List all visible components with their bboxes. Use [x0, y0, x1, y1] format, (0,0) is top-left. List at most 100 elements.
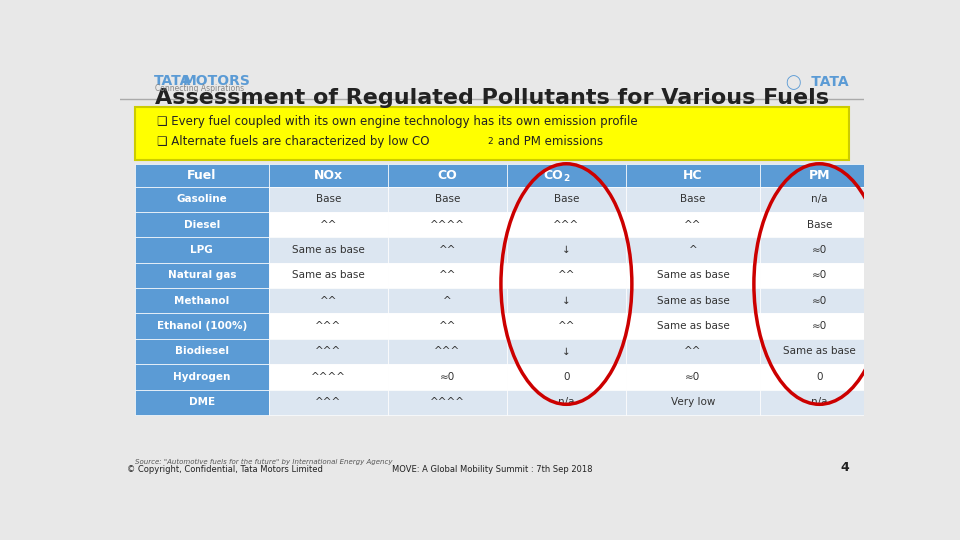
Text: 0: 0	[816, 372, 823, 382]
FancyBboxPatch shape	[269, 389, 388, 415]
Text: Gasoline: Gasoline	[177, 194, 228, 204]
FancyBboxPatch shape	[269, 288, 388, 313]
Text: ≈0: ≈0	[685, 372, 701, 382]
FancyBboxPatch shape	[134, 364, 269, 389]
FancyBboxPatch shape	[507, 164, 626, 187]
Text: ◯  TATA: ◯ TATA	[786, 75, 849, 90]
Text: ^^: ^^	[684, 347, 702, 356]
FancyBboxPatch shape	[269, 164, 388, 187]
FancyBboxPatch shape	[507, 187, 626, 212]
Text: ^^^: ^^^	[434, 347, 461, 356]
FancyBboxPatch shape	[626, 364, 760, 389]
Text: 2: 2	[488, 137, 493, 146]
Text: Same as base: Same as base	[657, 296, 730, 306]
Text: ≈0: ≈0	[812, 296, 827, 306]
FancyBboxPatch shape	[388, 339, 507, 364]
FancyBboxPatch shape	[134, 288, 269, 313]
Text: ^^: ^^	[320, 296, 337, 306]
FancyBboxPatch shape	[388, 389, 507, 415]
Text: ≈0: ≈0	[812, 271, 827, 280]
FancyBboxPatch shape	[760, 263, 879, 288]
Text: Base: Base	[806, 220, 832, 229]
Text: ≈0: ≈0	[812, 245, 827, 255]
Text: Base: Base	[435, 194, 460, 204]
Text: Very low: Very low	[671, 397, 715, 407]
Text: Same as base: Same as base	[657, 271, 730, 280]
Text: ≈0: ≈0	[440, 372, 455, 382]
FancyBboxPatch shape	[507, 212, 626, 238]
FancyBboxPatch shape	[269, 187, 388, 212]
Text: Assessment of Regulated Pollutants for Various Fuels: Assessment of Regulated Pollutants for V…	[155, 87, 829, 107]
Text: ❑ Alternate fuels are characterized by low CO: ❑ Alternate fuels are characterized by l…	[157, 136, 430, 148]
Text: Same as base: Same as base	[292, 271, 365, 280]
Text: ^^^^: ^^^^	[311, 372, 346, 382]
FancyBboxPatch shape	[760, 164, 879, 187]
FancyBboxPatch shape	[626, 187, 760, 212]
FancyBboxPatch shape	[388, 313, 507, 339]
Text: MOTORS: MOTORS	[183, 74, 252, 88]
FancyBboxPatch shape	[626, 313, 760, 339]
Text: ^^^: ^^^	[315, 397, 342, 407]
Text: n/a: n/a	[811, 194, 828, 204]
Text: ^^^: ^^^	[315, 321, 342, 331]
FancyBboxPatch shape	[269, 313, 388, 339]
Text: Base: Base	[681, 194, 706, 204]
FancyBboxPatch shape	[626, 238, 760, 263]
FancyBboxPatch shape	[507, 364, 626, 389]
Text: n/a: n/a	[558, 397, 575, 407]
FancyBboxPatch shape	[760, 288, 879, 313]
FancyBboxPatch shape	[388, 288, 507, 313]
FancyBboxPatch shape	[507, 313, 626, 339]
FancyBboxPatch shape	[626, 212, 760, 238]
FancyBboxPatch shape	[626, 389, 760, 415]
FancyBboxPatch shape	[134, 263, 269, 288]
FancyBboxPatch shape	[507, 263, 626, 288]
FancyBboxPatch shape	[388, 212, 507, 238]
Text: HC: HC	[684, 168, 703, 181]
Text: Connecting Aspirations: Connecting Aspirations	[155, 84, 244, 92]
FancyBboxPatch shape	[760, 389, 879, 415]
Text: LPG: LPG	[190, 245, 213, 255]
Text: ^^^: ^^^	[553, 220, 580, 229]
FancyBboxPatch shape	[760, 364, 879, 389]
Text: Biodiesel: Biodiesel	[175, 347, 228, 356]
FancyBboxPatch shape	[388, 187, 507, 212]
Text: n/a: n/a	[811, 397, 828, 407]
Text: ^^: ^^	[439, 245, 456, 255]
Text: ❑ Every fuel coupled with its own engine technology has its own emission profile: ❑ Every fuel coupled with its own engine…	[157, 114, 637, 127]
Text: ^^: ^^	[320, 220, 337, 229]
FancyBboxPatch shape	[269, 263, 388, 288]
FancyBboxPatch shape	[269, 238, 388, 263]
FancyBboxPatch shape	[388, 238, 507, 263]
FancyBboxPatch shape	[134, 389, 269, 415]
FancyBboxPatch shape	[134, 107, 849, 160]
Text: ^^: ^^	[439, 321, 456, 331]
FancyBboxPatch shape	[134, 212, 269, 238]
FancyBboxPatch shape	[388, 364, 507, 389]
Text: ↓: ↓	[562, 296, 571, 306]
FancyBboxPatch shape	[134, 164, 269, 187]
Text: Base: Base	[316, 194, 341, 204]
Text: DME: DME	[189, 397, 215, 407]
Text: ^^: ^^	[558, 321, 575, 331]
Text: 2: 2	[564, 174, 569, 183]
Text: Ethanol (100%): Ethanol (100%)	[156, 321, 247, 331]
Text: Hydrogen: Hydrogen	[173, 372, 230, 382]
FancyBboxPatch shape	[626, 164, 760, 187]
Text: ^^^^: ^^^^	[430, 220, 465, 229]
FancyBboxPatch shape	[388, 263, 507, 288]
Text: NOx: NOx	[314, 168, 343, 181]
Text: © Copyright, Confidential, Tata Motors Limited: © Copyright, Confidential, Tata Motors L…	[128, 465, 324, 474]
Text: MOVE: A Global Mobility Summit : 7th Sep 2018: MOVE: A Global Mobility Summit : 7th Sep…	[392, 465, 592, 474]
FancyBboxPatch shape	[507, 389, 626, 415]
FancyBboxPatch shape	[760, 187, 879, 212]
Text: ^^: ^^	[439, 271, 456, 280]
Text: Natural gas: Natural gas	[168, 271, 236, 280]
FancyBboxPatch shape	[760, 339, 879, 364]
Text: Same as base: Same as base	[292, 245, 365, 255]
Text: 0: 0	[564, 372, 569, 382]
Text: ^: ^	[688, 245, 697, 255]
FancyBboxPatch shape	[269, 212, 388, 238]
FancyBboxPatch shape	[134, 339, 269, 364]
FancyBboxPatch shape	[134, 238, 269, 263]
